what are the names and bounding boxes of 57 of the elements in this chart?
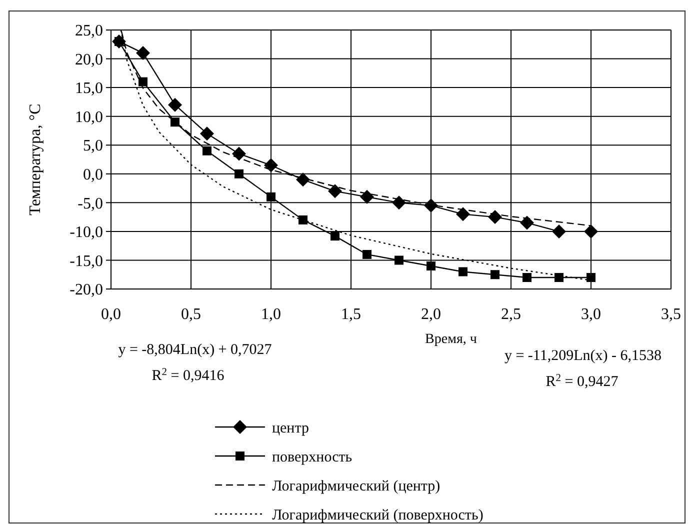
x-tick-label: 0,5 (181, 306, 201, 323)
y-tick-label: -20,0 (70, 282, 103, 299)
text: R$^{2}$ = 0,9427 (546, 372, 619, 390)
point (330, 232, 340, 241)
x-axis-title: Время, ч (425, 332, 477, 347)
x-tick-label: 3,0 (581, 306, 601, 323)
point (234, 169, 244, 178)
text: y = -11,209Ln(x) - 6,1538 (504, 348, 662, 364)
point (392, 196, 406, 210)
point (138, 77, 148, 86)
point (168, 98, 182, 112)
point (426, 261, 436, 270)
point (360, 190, 374, 204)
y-axis-title: Температура, °C (27, 104, 44, 216)
point (488, 210, 502, 224)
y-tick-label: 10,0 (75, 108, 103, 126)
legend-label: Логарифмический (поверхность) (272, 507, 484, 524)
y-tick-label: 25,0 (75, 22, 103, 40)
point (362, 250, 372, 259)
point (456, 207, 470, 222)
x-tick-label: 1,5 (341, 306, 361, 323)
point (296, 172, 310, 187)
point (328, 184, 342, 198)
point (232, 146, 246, 161)
point (458, 267, 468, 276)
x-tick-label: 2,0 (421, 306, 441, 323)
legend-label: центр (272, 420, 309, 436)
point (266, 192, 276, 202)
point (202, 146, 212, 156)
point (264, 158, 278, 172)
y-tick-label: 5,0 (83, 138, 103, 155)
point (424, 198, 438, 213)
y-tick-label: 15,0 (75, 80, 103, 98)
point (394, 256, 404, 265)
point (584, 224, 598, 238)
legend-label: Логарифмический (центр) (272, 478, 440, 494)
y-tick-label: 0,0 (83, 166, 103, 184)
text: R$^{2}$ = 0,9416 (152, 366, 225, 384)
x-tick-label: 1,0 (261, 306, 281, 323)
point (490, 270, 500, 280)
point (554, 272, 564, 282)
legend-label: поверхность (272, 449, 352, 466)
point (200, 126, 214, 141)
point (520, 216, 534, 230)
point (586, 272, 596, 282)
point (552, 224, 566, 238)
x-tick-label: 2,5 (501, 306, 521, 323)
point (136, 46, 150, 60)
point (522, 272, 532, 282)
y-tick-label: 20,0 (75, 51, 103, 68)
y-tick-label: -10,0 (70, 224, 103, 242)
y-tick-label: -15,0 (70, 252, 103, 270)
x-tick-label: 3,5 (661, 306, 681, 323)
text: y = -8,804Ln(x) + 0,7027 (118, 342, 272, 358)
x-tick-label: 0,0 (101, 306, 121, 323)
y-tick-label: -5,0 (78, 195, 103, 212)
point (298, 215, 308, 224)
